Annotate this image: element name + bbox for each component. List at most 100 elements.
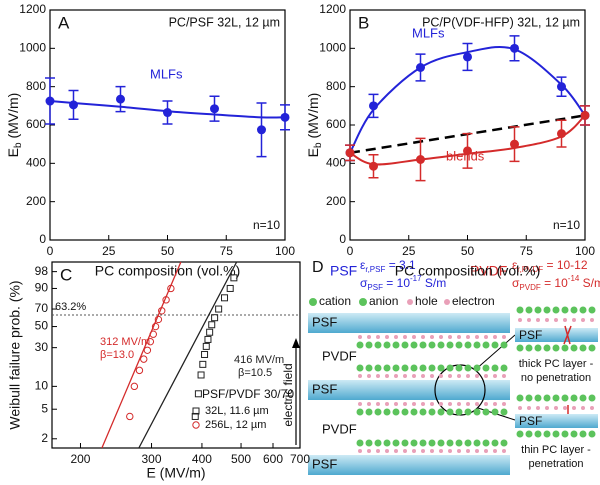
carrier [545, 406, 549, 410]
carrier [430, 449, 434, 453]
point [463, 52, 472, 62]
carrier [394, 402, 398, 406]
ion [446, 408, 454, 416]
field-label: electric field [281, 363, 295, 426]
carrier [484, 374, 488, 378]
ion [410, 408, 418, 416]
carrier [502, 374, 506, 378]
carrier [385, 402, 389, 406]
fit-label: 416 MV/m [234, 354, 284, 366]
x-tick-label: 500 [231, 452, 251, 466]
carrier [367, 449, 371, 453]
point [215, 305, 223, 313]
ion [579, 306, 587, 314]
carrier [430, 335, 434, 339]
ion [419, 341, 427, 349]
ion [561, 430, 569, 438]
ion [365, 364, 373, 372]
ion [356, 364, 364, 372]
carrier [385, 449, 389, 453]
ion [383, 408, 391, 416]
carrier [376, 449, 380, 453]
ion [446, 439, 454, 447]
ion [428, 364, 436, 372]
carrier [439, 335, 443, 339]
y-tick-label: 90 [35, 281, 49, 295]
point [208, 321, 216, 329]
ion [437, 341, 445, 349]
ion [392, 439, 400, 447]
anion-icon [359, 298, 367, 306]
y-tick-label: 70 [35, 301, 49, 315]
sub: r,PSF [365, 265, 385, 274]
rest: = 10 [383, 276, 410, 290]
x-tick-label: 600 [263, 452, 283, 466]
point [143, 346, 152, 354]
ion [543, 344, 551, 352]
carrier [367, 374, 371, 378]
ion [500, 439, 508, 447]
carrier [466, 374, 470, 378]
inset-label: PSF [519, 414, 542, 428]
carrier [475, 402, 479, 406]
chart-title: PC/P(VDF-HFP) 32L, 12 µm [422, 15, 580, 29]
ion [419, 364, 427, 372]
y-tick-label: 0 [339, 232, 346, 246]
carrier [448, 402, 452, 406]
ion [410, 364, 418, 372]
carrier [572, 318, 576, 322]
carrier [430, 374, 434, 378]
legend-item: cation [319, 294, 351, 308]
point [69, 100, 78, 110]
y-axis-label: Eb (MV/m) [5, 93, 24, 158]
carrier [518, 318, 522, 322]
ion [365, 341, 373, 349]
y-axis-label: Weibull failure prob. (%) [7, 280, 23, 429]
carrier [367, 402, 371, 406]
point [158, 307, 166, 315]
label-sub: b [13, 142, 24, 148]
point [369, 161, 378, 171]
carrier [457, 335, 461, 339]
ion [356, 439, 364, 447]
layer [308, 313, 510, 333]
carrier [457, 449, 461, 453]
rest: = 10-12 [543, 258, 588, 272]
carrier [394, 449, 398, 453]
layer-label: PSF [312, 381, 337, 396]
ion [552, 430, 560, 438]
ion [482, 364, 490, 372]
x-tick-label: 100 [275, 244, 295, 258]
carrier [466, 402, 470, 406]
ion [516, 306, 524, 314]
point [345, 148, 355, 158]
annotation: n=10 [553, 218, 580, 232]
label-sub: b [313, 142, 324, 148]
series-label: blends [446, 148, 485, 163]
series-label: MLFs [412, 25, 445, 40]
point [149, 330, 157, 338]
carrier [536, 406, 540, 410]
ion [543, 394, 551, 402]
psf-eps: εr,PSF = 3.1 [360, 258, 416, 274]
label-main: E [305, 148, 321, 157]
panel-letter: D [312, 259, 324, 276]
ion [491, 364, 499, 372]
sym: σ [512, 276, 520, 290]
carrier [412, 374, 416, 378]
point [151, 322, 160, 331]
label-rest: (MV/m) [5, 93, 21, 143]
legend-item: hole [415, 294, 438, 308]
ion [534, 306, 542, 314]
ion [500, 341, 508, 349]
ion [401, 341, 409, 349]
plot-frame [49, 9, 286, 241]
point [226, 284, 234, 292]
carrier [581, 406, 585, 410]
block-mark [563, 325, 572, 345]
point [510, 43, 519, 53]
point [557, 129, 566, 139]
y-tick-label: 50 [35, 319, 49, 333]
sup: -14 [568, 274, 580, 283]
ion [410, 341, 418, 349]
